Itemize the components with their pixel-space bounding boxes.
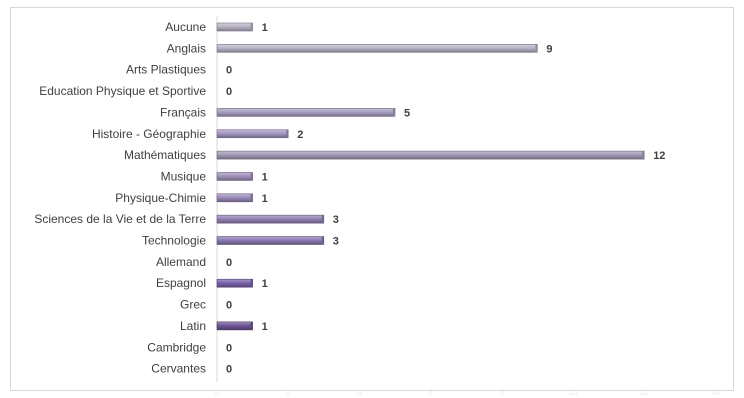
category-label-histoire-geographie: Histoire - Géographie [92, 127, 206, 141]
category-label-technologie: Technologie [142, 234, 206, 248]
category-label-cambridge: Cambridge [147, 340, 206, 354]
x-tick-label-10: 10 [569, 388, 578, 397]
bar-espagnol [216, 278, 253, 288]
bar-cap-latin [250, 321, 253, 330]
value-label-education-physique-et-sportive: 0 [226, 86, 232, 98]
x-tick-label-4: 4 [357, 388, 362, 397]
x-tick-label-0: 0 [215, 388, 220, 397]
category-label-sciences-de-la-vie-et-de-la-terre: Sciences de la Vie et de la Terre [34, 212, 206, 226]
bar-physique-chimie [216, 193, 253, 203]
x-tick-label-6: 6 [428, 388, 433, 397]
bar-aucune [216, 22, 253, 32]
bar-cap-anglais [535, 44, 538, 53]
value-label-technologie: 3 [333, 236, 339, 248]
bar-cap-histoire-geographie [286, 129, 289, 138]
value-label-cervantes: 0 [226, 364, 232, 376]
x-tick-label-14: 14 [711, 388, 720, 397]
bar-cap-musique [250, 172, 253, 181]
value-label-grec: 0 [226, 300, 232, 312]
bars [216, 22, 645, 331]
bar-latin [216, 321, 253, 331]
x-tick-label-12: 12 [640, 388, 649, 397]
category-label-physique-chimie: Physique-Chimie [115, 191, 206, 205]
value-label-musique: 1 [262, 171, 268, 183]
value-label-physique-chimie: 1 [262, 193, 268, 205]
x-axis-tick-labels: 0 2 4 6 8 10 12 14 [215, 388, 721, 397]
value-label-latin: 1 [262, 321, 268, 333]
bar-cap-francais [393, 108, 395, 117]
bar-histoire-geographie [216, 129, 289, 139]
bar-technologie [216, 236, 325, 245]
category-labels: Aucune Anglais Arts Plastiques Education Ph… [34, 20, 206, 376]
bar-francais [216, 108, 396, 117]
x-tick-label-8: 8 [500, 388, 505, 397]
bar-anglais [216, 44, 538, 53]
bar-cap-sciences-de-la-vie-et-de-la-terre [321, 215, 324, 224]
chart-area [10, 7, 734, 391]
category-label-arts-plastiques: Arts Plastiques [126, 63, 206, 77]
bar-cap-espagnol [250, 279, 253, 288]
bar-cap-mathematiques [642, 151, 645, 160]
bar-cap-physique-chimie [250, 193, 253, 202]
x-tick-label-2: 2 [286, 388, 291, 397]
category-label-latin: Latin [180, 319, 206, 333]
value-label-arts-plastiques: 0 [226, 65, 232, 77]
value-label-espagnol: 1 [262, 278, 268, 290]
value-label-allemand: 0 [226, 257, 232, 269]
category-label-espagnol: Espagnol [156, 276, 206, 290]
category-label-mathematiques: Mathématiques [124, 148, 206, 162]
category-label-aucune: Aucune [165, 20, 206, 34]
category-label-education-physique-et-sportive: Education Physique et Sportive [39, 84, 206, 98]
value-label-aucune: 1 [262, 22, 268, 34]
bar-mathematiques [216, 150, 645, 160]
category-label-allemand: Allemand [156, 255, 206, 269]
bar-musique [216, 172, 253, 181]
category-label-francais: Français [160, 105, 206, 119]
category-label-musique: Musique [161, 169, 207, 183]
bar-cap-technologie [321, 236, 324, 245]
category-label-grec: Grec [180, 298, 206, 312]
value-label-mathematiques: 12 [653, 150, 665, 162]
value-label-anglais: 9 [546, 43, 552, 55]
value-labels: 1 9 0 0 5 2 12 1 1 3 3 0 1 0 1 0 0 [226, 22, 665, 376]
bar-cap-aucune [250, 23, 253, 31]
bar-sciences-de-la-vie-et-de-la-terre [216, 214, 325, 224]
value-label-histoire-geographie: 2 [297, 129, 303, 141]
category-label-anglais: Anglais [167, 41, 206, 55]
value-label-cambridge: 0 [226, 342, 232, 354]
category-label-cervantes: Cervantes [151, 362, 206, 376]
value-label-sciences-de-la-vie-et-de-la-terre: 3 [333, 214, 339, 226]
value-label-francais: 5 [404, 107, 410, 119]
